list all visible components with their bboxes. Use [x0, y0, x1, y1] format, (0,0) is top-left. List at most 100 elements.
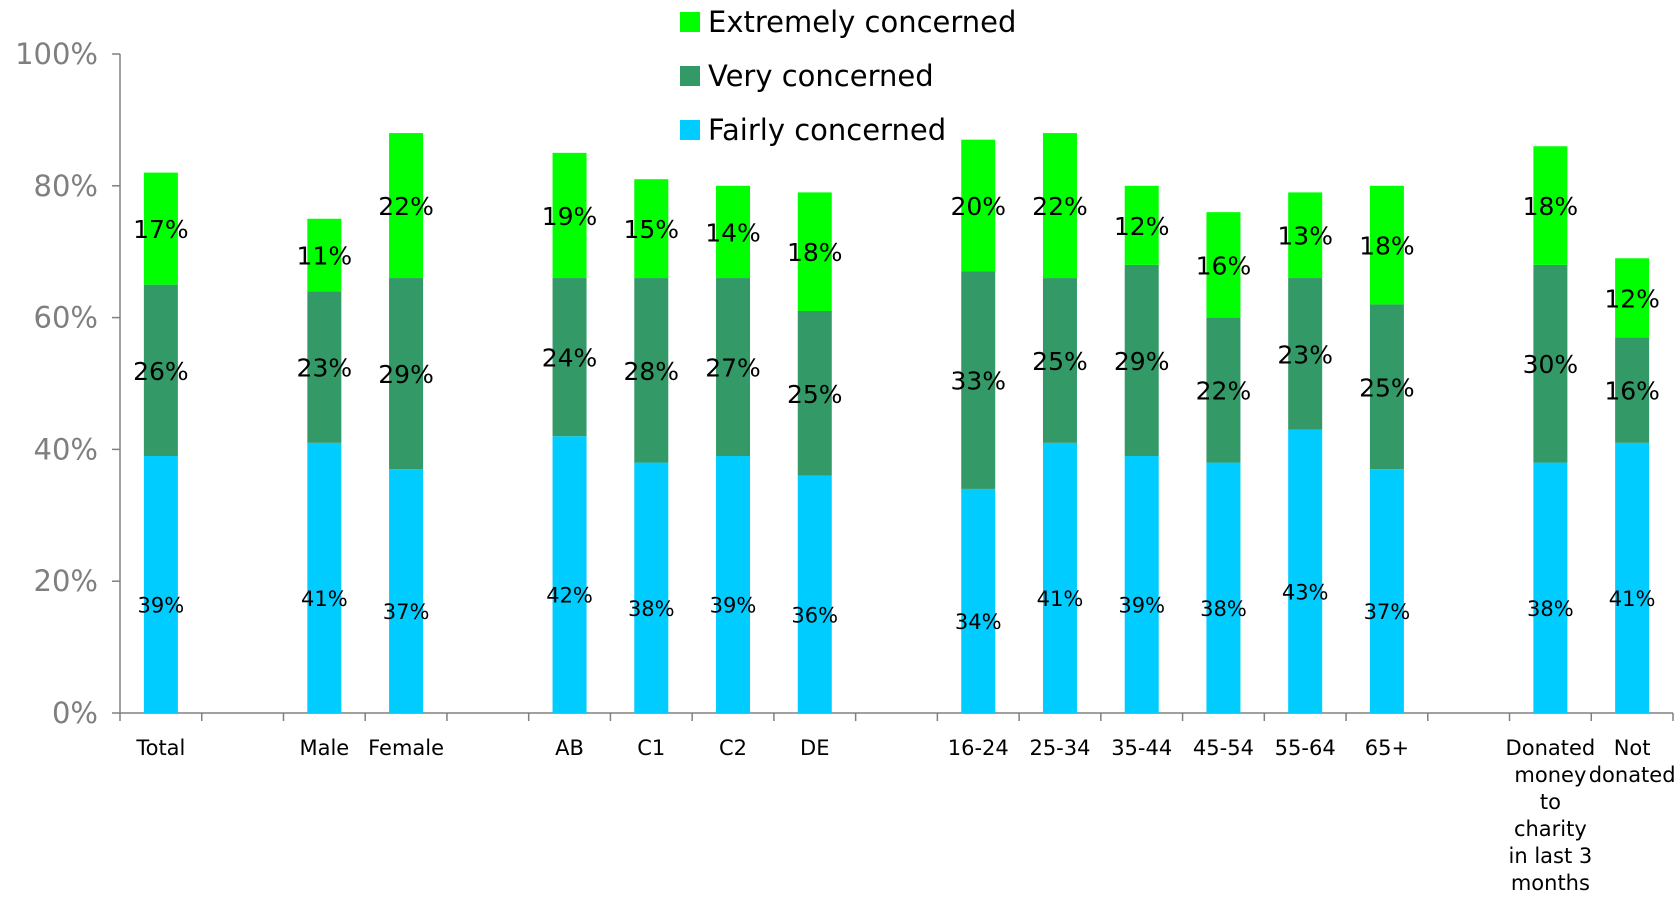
bar-segment-very-concerned	[716, 278, 751, 456]
bar-segment-extremely-concerned	[143, 172, 178, 285]
data-label: 14%	[705, 218, 761, 247]
category-label: C1	[637, 736, 665, 760]
bar-segment-fairly-concerned	[1615, 442, 1650, 713]
bar-segment-extremely-concerned	[389, 133, 424, 279]
bar-segment-extremely-concerned	[716, 185, 751, 279]
data-label: 41%	[1609, 587, 1656, 611]
bar-segment-extremely-concerned	[1369, 185, 1404, 305]
bar-segment-fairly-concerned	[1369, 469, 1404, 713]
legend-swatch	[680, 66, 700, 86]
bar-segment-fairly-concerned	[716, 455, 751, 713]
bar-segment-fairly-concerned	[634, 462, 669, 713]
legend-label: Extremely concerned	[708, 5, 1016, 39]
data-label: 42%	[546, 584, 593, 608]
data-label: 18%	[787, 238, 843, 267]
y-tick-label: 0%	[52, 696, 98, 730]
data-label: 18%	[1359, 232, 1415, 261]
data-label: 28%	[624, 357, 680, 386]
category-label: to	[1540, 790, 1561, 814]
data-label: 24%	[542, 344, 598, 373]
legend-label: Very concerned	[708, 59, 934, 93]
legend-swatch	[680, 12, 700, 32]
bar-segment-very-concerned	[634, 278, 669, 463]
data-label: 39%	[138, 593, 185, 617]
category-label: 55-64	[1275, 736, 1336, 760]
bar-segment-fairly-concerned	[1042, 442, 1077, 713]
data-label: 39%	[710, 593, 757, 617]
data-label: 23%	[1277, 340, 1333, 369]
category-label: 45-54	[1193, 736, 1254, 760]
category-label: months	[1511, 871, 1590, 895]
category-label: Donated	[1506, 736, 1596, 760]
data-label: 34%	[955, 610, 1002, 634]
bar-segment-extremely-concerned	[1615, 258, 1650, 338]
data-label: 26%	[133, 357, 189, 386]
bar-segment-very-concerned	[389, 278, 424, 470]
y-tick-label: 40%	[34, 432, 98, 466]
category-label: 65+	[1365, 736, 1409, 760]
bar-segment-fairly-concerned	[1533, 462, 1568, 713]
bar-segment-extremely-concerned	[1124, 185, 1159, 265]
bar-segment-very-concerned	[961, 271, 996, 489]
category-label: AB	[555, 736, 584, 760]
category-label: Female	[368, 736, 444, 760]
data-label: 17%	[133, 215, 189, 244]
y-tick-label: 100%	[15, 37, 98, 71]
data-label: 37%	[1364, 600, 1411, 624]
y-tick-label: 80%	[34, 169, 98, 203]
data-label: 36%	[791, 603, 838, 627]
data-label: 37%	[383, 600, 430, 624]
data-label: 38%	[628, 597, 675, 621]
bar-segment-very-concerned	[307, 291, 342, 443]
category-label: Not	[1614, 736, 1651, 760]
data-label: 16%	[1604, 377, 1660, 406]
y-tick-label: 60%	[34, 301, 98, 335]
bar-segment-fairly-concerned	[797, 475, 832, 713]
data-label: 38%	[1527, 597, 1574, 621]
category-label: money	[1514, 763, 1586, 787]
bar-segment-fairly-concerned	[307, 442, 342, 713]
bar-segment-fairly-concerned	[143, 455, 178, 713]
bar-segment-very-concerned	[1533, 264, 1568, 463]
bar-segment-very-concerned	[1288, 278, 1323, 430]
data-label: 20%	[950, 192, 1006, 221]
bar-segment-very-concerned	[1206, 317, 1241, 463]
category-label: Male	[299, 736, 349, 760]
bar-segment-fairly-concerned	[961, 488, 996, 713]
bar-segment-fairly-concerned	[1288, 429, 1323, 713]
data-label: 12%	[1604, 284, 1660, 313]
data-label: 33%	[950, 367, 1006, 396]
legend-label: Fairly concerned	[708, 113, 946, 147]
bar-segment-fairly-concerned	[1124, 455, 1159, 713]
data-label: 19%	[542, 202, 598, 231]
category-label: Total	[135, 736, 185, 760]
bar-segment-very-concerned	[1369, 304, 1404, 470]
bar-segment-extremely-concerned	[634, 179, 669, 279]
category-label: C2	[719, 736, 747, 760]
bar-segment-very-concerned	[143, 284, 178, 456]
data-label: 25%	[1032, 347, 1088, 376]
category-label: 35-44	[1111, 736, 1172, 760]
category-label: donated	[1589, 763, 1676, 787]
data-label: 18%	[1523, 192, 1579, 221]
data-label: 41%	[301, 587, 348, 611]
category-label: 25-34	[1029, 736, 1090, 760]
data-label: 43%	[1282, 580, 1329, 604]
bar-segment-fairly-concerned	[389, 469, 424, 713]
data-label: 22%	[378, 192, 434, 221]
data-label: 13%	[1277, 222, 1333, 251]
data-label: 16%	[1196, 251, 1252, 280]
data-label: 23%	[297, 354, 353, 383]
bar-segment-very-concerned	[1615, 337, 1650, 443]
bar-segment-extremely-concerned	[1533, 146, 1568, 265]
bar-segment-extremely-concerned	[797, 192, 832, 312]
legend-swatch	[680, 120, 700, 140]
data-label: 11%	[297, 241, 353, 270]
bar-segment-very-concerned	[797, 311, 832, 476]
bar-segment-very-concerned	[552, 278, 587, 437]
bar-segment-fairly-concerned	[1206, 462, 1241, 713]
data-label: 22%	[1032, 192, 1088, 221]
bar-segment-fairly-concerned	[552, 436, 587, 713]
data-label: 41%	[1037, 587, 1084, 611]
